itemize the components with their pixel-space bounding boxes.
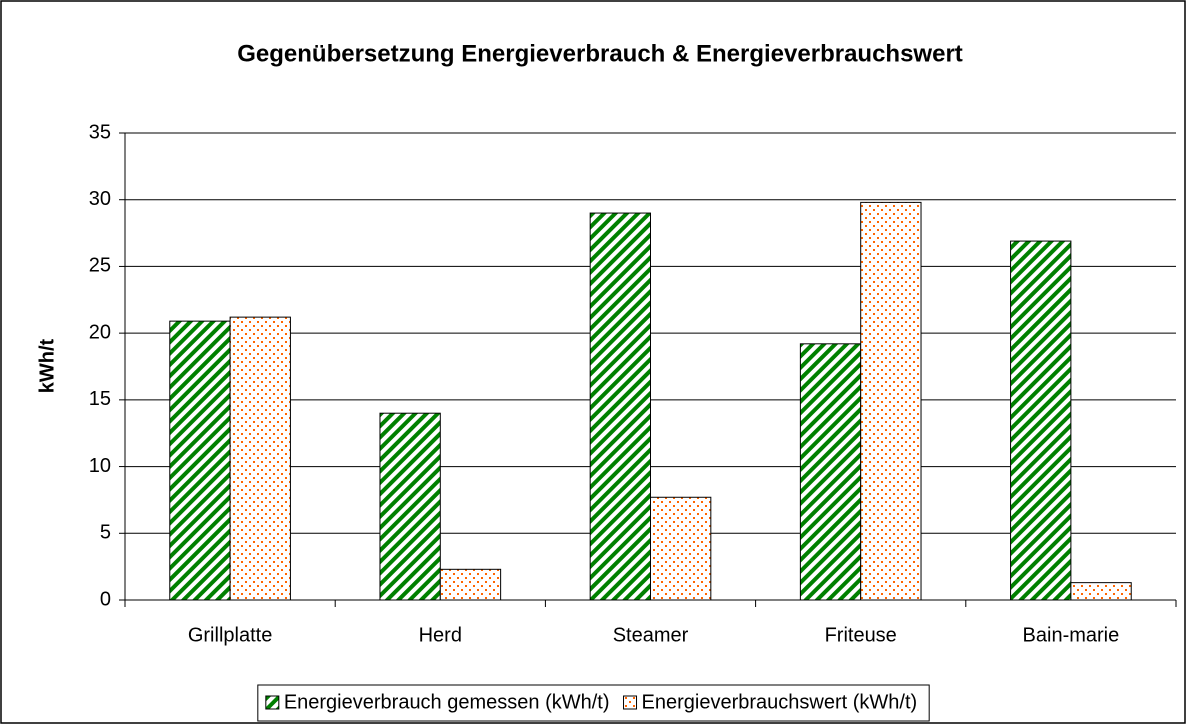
x-tick-label: Grillplatte	[188, 624, 272, 646]
y-tick-label: 25	[89, 255, 111, 277]
x-tick-label: Steamer	[613, 624, 689, 646]
chart-title: Gegenübersetzung Energieverbrauch & Ener…	[237, 40, 963, 67]
bar	[439, 568, 502, 601]
bar	[589, 212, 652, 601]
bar	[1010, 240, 1072, 601]
x-tick-label: Bain-marie	[1023, 624, 1120, 646]
y-tick-label: 0	[100, 588, 111, 610]
y-tick-label: 15	[89, 388, 111, 410]
y-tick-label: 5	[100, 522, 111, 544]
bar	[229, 316, 291, 601]
y-tick-label: 30	[89, 188, 111, 210]
legend-key	[623, 695, 638, 710]
x-tick-label: Friteuse	[825, 624, 897, 646]
bar	[860, 201, 922, 601]
bar	[650, 496, 712, 601]
bar	[169, 320, 231, 601]
bar	[379, 412, 441, 601]
bar	[799, 343, 862, 601]
bar	[1070, 582, 1132, 601]
x-tick-label: Herd	[419, 624, 462, 646]
y-tick-label: 20	[89, 321, 111, 343]
legend-box	[257, 684, 930, 722]
legend-label: Energieverbrauch gemessen (kWh/t)	[284, 691, 610, 713]
legend-label: Energieverbrauchswert (kWh/t)	[642, 691, 918, 713]
y-tick-label: 35	[89, 121, 111, 143]
y-tick-label: 10	[89, 455, 111, 477]
legend-key	[265, 695, 280, 710]
y-axis-label: kWh/t	[36, 338, 58, 393]
